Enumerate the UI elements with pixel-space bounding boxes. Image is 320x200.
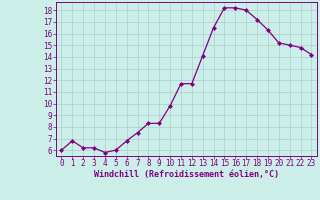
X-axis label: Windchill (Refroidissement éolien,°C): Windchill (Refroidissement éolien,°C) [94, 170, 279, 179]
